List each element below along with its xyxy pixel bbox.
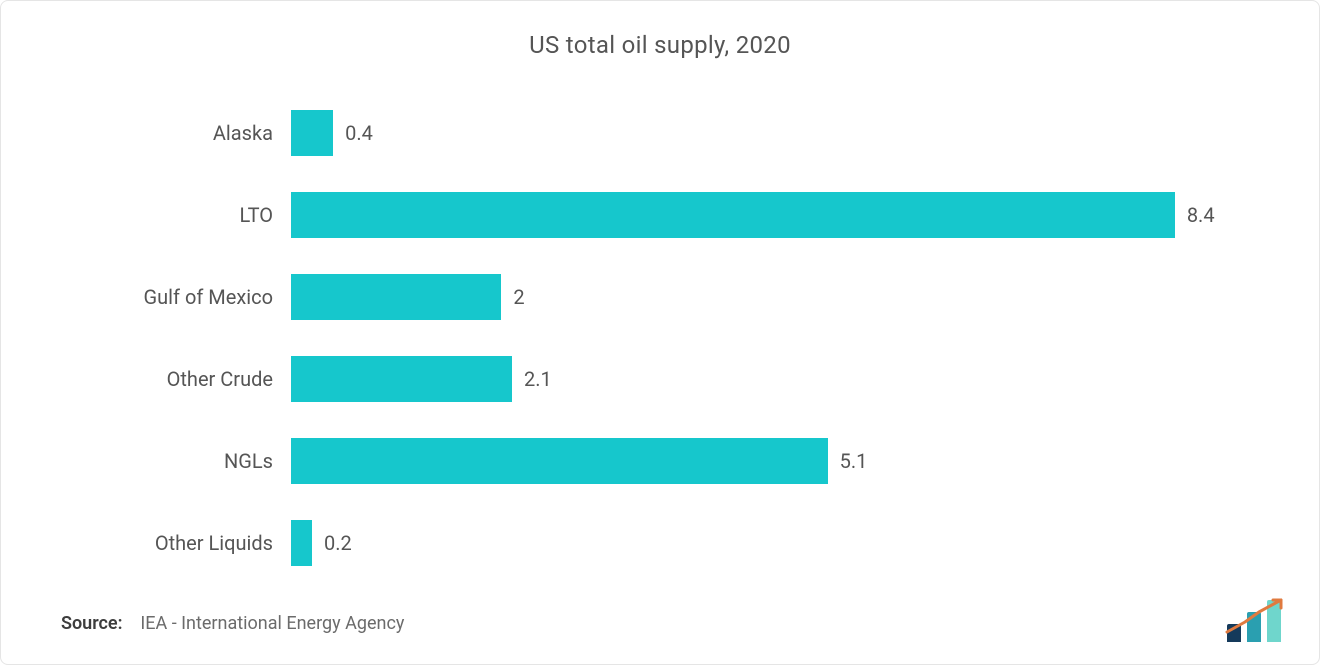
bar (291, 356, 512, 402)
bar-row: Gulf of Mexico 2 (61, 273, 1259, 321)
bar-track: 2.1 (291, 355, 1259, 403)
category-label: Other Crude (61, 367, 291, 391)
bar-row: Other Liquids 0.2 (61, 519, 1259, 567)
value-label: 2.1 (524, 367, 552, 391)
bar (291, 110, 333, 156)
source-label: Source: (61, 613, 123, 634)
value-label: 5.1 (840, 449, 868, 473)
bar (291, 274, 501, 320)
category-label: Alaska (61, 121, 291, 145)
bar-row: LTO 8.4 (61, 191, 1259, 239)
bar-track: 8.4 (291, 191, 1259, 239)
source-citation: Source: IEA - International Energy Agenc… (61, 613, 404, 634)
mordor-intelligence-logo (1227, 598, 1289, 642)
category-label: Gulf of Mexico (61, 285, 291, 309)
bar-row: Alaska 0.4 (61, 109, 1259, 157)
category-label: NGLs (61, 449, 291, 473)
value-label: 0.2 (324, 531, 352, 555)
logo-bar-3 (1267, 600, 1281, 642)
bar-track: 2 (291, 273, 1259, 321)
category-label: LTO (61, 203, 291, 227)
bar-chart: Alaska 0.4 LTO 8.4 Gulf of Mexico 2 Other Crud… (61, 109, 1259, 567)
category-label: Other Liquids (61, 531, 291, 555)
logo-bar-2 (1247, 612, 1261, 642)
bar-row: NGLs 5.1 (61, 437, 1259, 485)
bar (291, 438, 828, 484)
bar (291, 520, 312, 566)
bar-track: 5.1 (291, 437, 1259, 485)
bar-row: Other Crude 2.1 (61, 355, 1259, 403)
chart-title: US total oil supply, 2020 (61, 31, 1259, 59)
bar-track: 0.4 (291, 109, 1259, 157)
source-text: IEA - International Energy Agency (140, 613, 404, 634)
value-label: 8.4 (1187, 203, 1215, 227)
value-label: 2 (513, 285, 524, 309)
bar (291, 192, 1175, 238)
chart-container: US total oil supply, 2020 Alaska 0.4 LTO 8.… (0, 0, 1320, 665)
bar-track: 0.2 (291, 519, 1259, 567)
logo-bar-1 (1227, 624, 1241, 642)
value-label: 0.4 (345, 121, 373, 145)
